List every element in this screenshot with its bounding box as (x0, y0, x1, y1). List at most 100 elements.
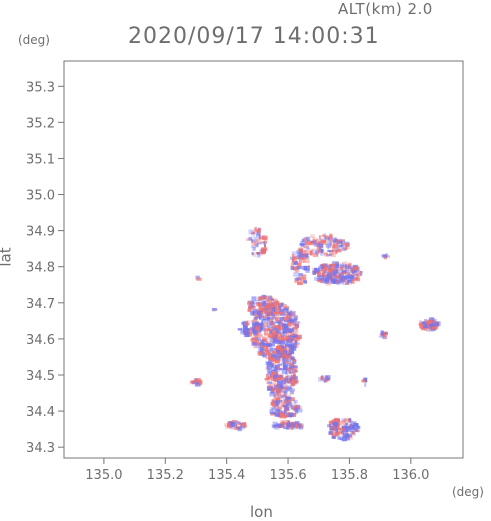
echo-point (268, 313, 273, 316)
echo-point (382, 336, 387, 340)
echo-point (277, 337, 282, 342)
echo-point (336, 422, 340, 426)
echo-point (344, 435, 350, 441)
echo-point (345, 271, 350, 275)
echo-point (270, 326, 274, 329)
echo-point (269, 311, 273, 314)
echo-point (269, 337, 275, 343)
echo-point (329, 233, 333, 239)
echo-point (339, 270, 344, 273)
echo-point (285, 384, 291, 388)
echo-point (323, 252, 328, 255)
echo-point (283, 426, 289, 430)
echo-point (353, 433, 356, 437)
echo-point (288, 371, 293, 375)
echo-point (350, 431, 355, 435)
echo-point (283, 356, 288, 359)
echo-point (293, 267, 297, 270)
echo-point (248, 229, 255, 235)
echo-point (290, 381, 295, 387)
echo-point (314, 240, 317, 244)
echo-point (284, 317, 288, 321)
echo-point (293, 343, 297, 348)
echo-point (285, 344, 288, 347)
echo-point (326, 273, 330, 279)
echo-point (433, 320, 437, 326)
echo-point (282, 399, 288, 402)
echo-point (263, 346, 269, 351)
echo-point (275, 304, 281, 310)
echo-point (254, 321, 259, 325)
echo-point (297, 252, 301, 257)
echo-point (334, 239, 338, 242)
echo-point (271, 354, 276, 359)
echo-point (244, 332, 250, 338)
echo-point (317, 279, 322, 283)
echo-point (338, 432, 343, 435)
echo-point (287, 400, 290, 404)
echo-point (267, 369, 273, 372)
echo-point (329, 244, 335, 248)
echo-point (290, 333, 296, 336)
echo-point (279, 420, 286, 426)
echo-point (254, 239, 260, 242)
echo-point (267, 372, 272, 375)
echo-point (424, 320, 429, 324)
echo-point (289, 345, 294, 349)
echo-point (236, 421, 241, 424)
echo-point (269, 374, 272, 378)
echo-point (330, 278, 334, 282)
echo-point (317, 271, 320, 277)
echo-point (231, 420, 238, 424)
echo-point (283, 334, 287, 337)
echo-point (270, 402, 274, 406)
echo-point (272, 388, 275, 393)
echo-point (329, 240, 334, 244)
echo-point (328, 236, 331, 240)
echo-point (257, 351, 264, 356)
echo-point (266, 341, 269, 344)
echo-point (259, 347, 264, 352)
echo-point (271, 358, 276, 363)
echo-point (272, 306, 275, 312)
echo-point (287, 309, 293, 313)
echo-point (282, 345, 287, 349)
echo-point (247, 332, 253, 337)
echo-point (359, 270, 363, 276)
echo-point (332, 279, 339, 284)
echo-point (283, 350, 287, 355)
echo-point (332, 240, 335, 243)
echo-point (283, 395, 287, 398)
echo-point (348, 273, 352, 277)
echo-point (272, 408, 275, 411)
echo-point (259, 241, 265, 244)
echo-point (282, 357, 285, 363)
echo-point (251, 305, 256, 309)
echo-point (250, 311, 255, 316)
y-tick-label: 35.3 (26, 80, 55, 95)
echo-point (274, 425, 280, 430)
echo-point (331, 268, 337, 272)
echo-point (381, 254, 388, 258)
echo-point (285, 371, 288, 375)
echo-point (357, 271, 363, 274)
echo-point (278, 330, 282, 335)
echo-point (251, 238, 254, 243)
echo-point (263, 295, 268, 300)
echo-point (295, 260, 301, 264)
echo-point (270, 407, 276, 411)
echo-point (230, 425, 234, 430)
echo-point (282, 423, 286, 426)
echo-point (294, 315, 298, 320)
echo-point (340, 242, 346, 246)
echo-point (335, 424, 338, 429)
echo-point (271, 372, 277, 378)
echo-point (275, 328, 280, 334)
echo-point (275, 357, 278, 361)
echo-point (279, 308, 283, 313)
echo-point (288, 318, 295, 323)
echo-point (290, 338, 295, 341)
echo-point (429, 319, 432, 322)
echo-point (293, 407, 300, 412)
echo-point (346, 434, 353, 438)
